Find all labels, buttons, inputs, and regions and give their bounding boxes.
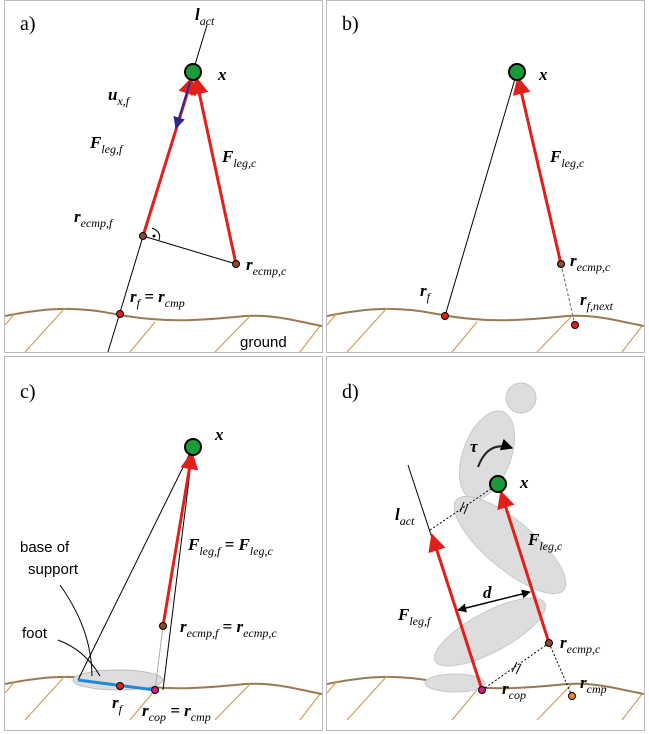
label: rf [420,281,432,304]
label-subscript: leg,f [101,142,124,156]
label: Fleg,c [221,147,257,170]
label: rf,next [580,290,614,313]
label: lact [395,505,415,528]
label-text: F [187,535,200,554]
label: recmp,c [560,633,601,656]
label-text: F [527,530,540,549]
label-text: ground [240,334,287,351]
label: foot [22,625,48,642]
label-text: F [397,605,410,624]
label: ux,f [108,85,131,108]
label-subscript: leg,c [250,544,274,558]
label-text: τ [470,437,478,456]
label: Fleg,f = Fleg,c [187,535,274,558]
label-subscript: ecmp,f [81,216,114,230]
label-text: F [549,147,562,166]
label: Fleg,c [549,147,585,170]
label-text: F [221,147,234,166]
label: lact [195,5,215,28]
panel-label: d) [342,381,359,403]
figure: a)lactux,fxFleg,fFleg,crecmp,frecmp,crf … [0,0,649,734]
label-text: d [483,583,492,602]
label-subscript: leg,f [199,544,222,558]
panel-b [442,64,579,329]
panel-label: c) [20,381,36,403]
label: rf [112,693,124,716]
label-subscript: act [200,14,215,28]
label-subscript: f [119,702,124,716]
label-subscript: x,f [116,94,130,108]
label: τ [470,437,478,456]
label-text: base of [20,539,70,556]
label-subscript: act [400,514,415,528]
label-subscript: cmp [191,710,211,724]
label-text: = [218,617,236,636]
label-text: = [140,287,158,306]
panel-c [58,439,201,694]
label-subscript: ecmp,f [187,626,220,640]
label-subscript: cop [509,688,526,702]
label: x [538,65,548,84]
panel-label: b) [342,13,359,35]
label-text: = [220,535,238,554]
label-text: x [214,425,224,444]
label-text: = [166,701,184,720]
label-text: foot [22,625,48,642]
label: x [217,65,227,84]
label-subscript: ecmp,c [567,642,601,656]
label: x [214,425,224,444]
label-subscript: cmp [587,682,607,696]
label: rf = rcmp [130,287,185,310]
frames [5,1,645,731]
label-subscript: f,next [587,299,614,313]
label-subscript: ecmp,c [243,626,277,640]
label-text: x [519,473,529,492]
label-subscript: ecmp,c [253,264,287,278]
label-text: F [238,535,251,554]
label-subscript: leg,c [539,539,563,553]
label-subscript: cop [149,710,166,724]
label-text: support [28,561,79,578]
label: x [519,473,529,492]
label: base of [20,539,70,556]
label: recmp,f = recmp,c [180,617,277,640]
label-subscript: leg,f [409,614,432,628]
label: rcop = rcmp [142,701,211,724]
label: ground [240,334,287,351]
label-text: u [108,85,117,104]
label: support [28,561,79,578]
panel-label: a) [20,13,36,35]
label: Fleg,f [89,133,124,156]
label: recmp,c [246,255,287,278]
label: recmp,f [74,207,114,230]
label-subscript: f [427,290,432,304]
label-text: F [89,133,102,152]
label: d [483,583,492,602]
label: rcop [502,679,526,702]
label-subscript: ecmp,c [577,260,611,274]
label-subscript: cmp [165,296,185,310]
label-subscript: leg,c [233,156,257,170]
label-text: x [538,65,548,84]
label: recmp,c [570,251,611,274]
label-subscript: leg,c [561,156,585,170]
label: Fleg,f [397,605,432,628]
label: rcmp [580,673,607,696]
label-text: x [217,65,227,84]
